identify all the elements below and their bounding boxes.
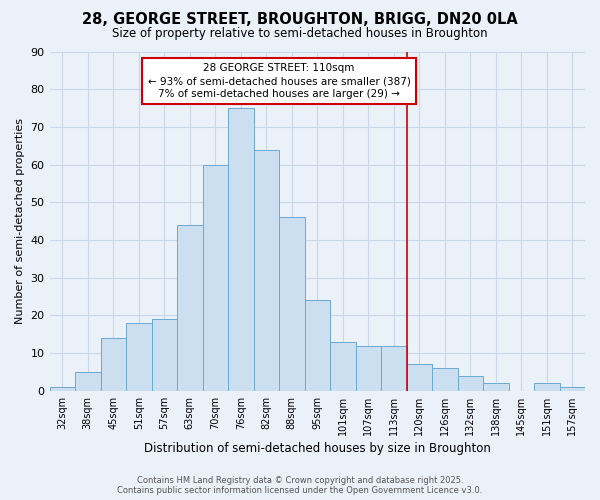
Bar — [50, 387, 75, 391]
Bar — [126, 323, 152, 391]
Bar — [75, 372, 101, 391]
Bar — [254, 150, 279, 391]
Bar — [330, 342, 356, 391]
Bar — [305, 300, 330, 391]
Bar — [101, 338, 126, 391]
Bar — [560, 387, 585, 391]
Bar — [483, 384, 509, 391]
Bar — [458, 376, 483, 391]
Text: 28, GEORGE STREET, BROUGHTON, BRIGG, DN20 0LA: 28, GEORGE STREET, BROUGHTON, BRIGG, DN2… — [82, 12, 518, 28]
Bar — [203, 164, 228, 391]
Bar — [279, 218, 305, 391]
Y-axis label: Number of semi-detached properties: Number of semi-detached properties — [15, 118, 25, 324]
Bar — [177, 225, 203, 391]
Text: Contains HM Land Registry data © Crown copyright and database right 2025.
Contai: Contains HM Land Registry data © Crown c… — [118, 476, 482, 495]
Text: 28 GEORGE STREET: 110sqm
← 93% of semi-detached houses are smaller (387)
7% of s: 28 GEORGE STREET: 110sqm ← 93% of semi-d… — [148, 63, 410, 99]
Bar — [152, 319, 177, 391]
Bar — [356, 346, 381, 391]
Bar — [534, 384, 560, 391]
Text: Size of property relative to semi-detached houses in Broughton: Size of property relative to semi-detach… — [112, 28, 488, 40]
Bar — [228, 108, 254, 391]
Bar — [432, 368, 458, 391]
Bar — [381, 346, 407, 391]
X-axis label: Distribution of semi-detached houses by size in Broughton: Distribution of semi-detached houses by … — [144, 442, 491, 455]
Bar — [407, 364, 432, 391]
